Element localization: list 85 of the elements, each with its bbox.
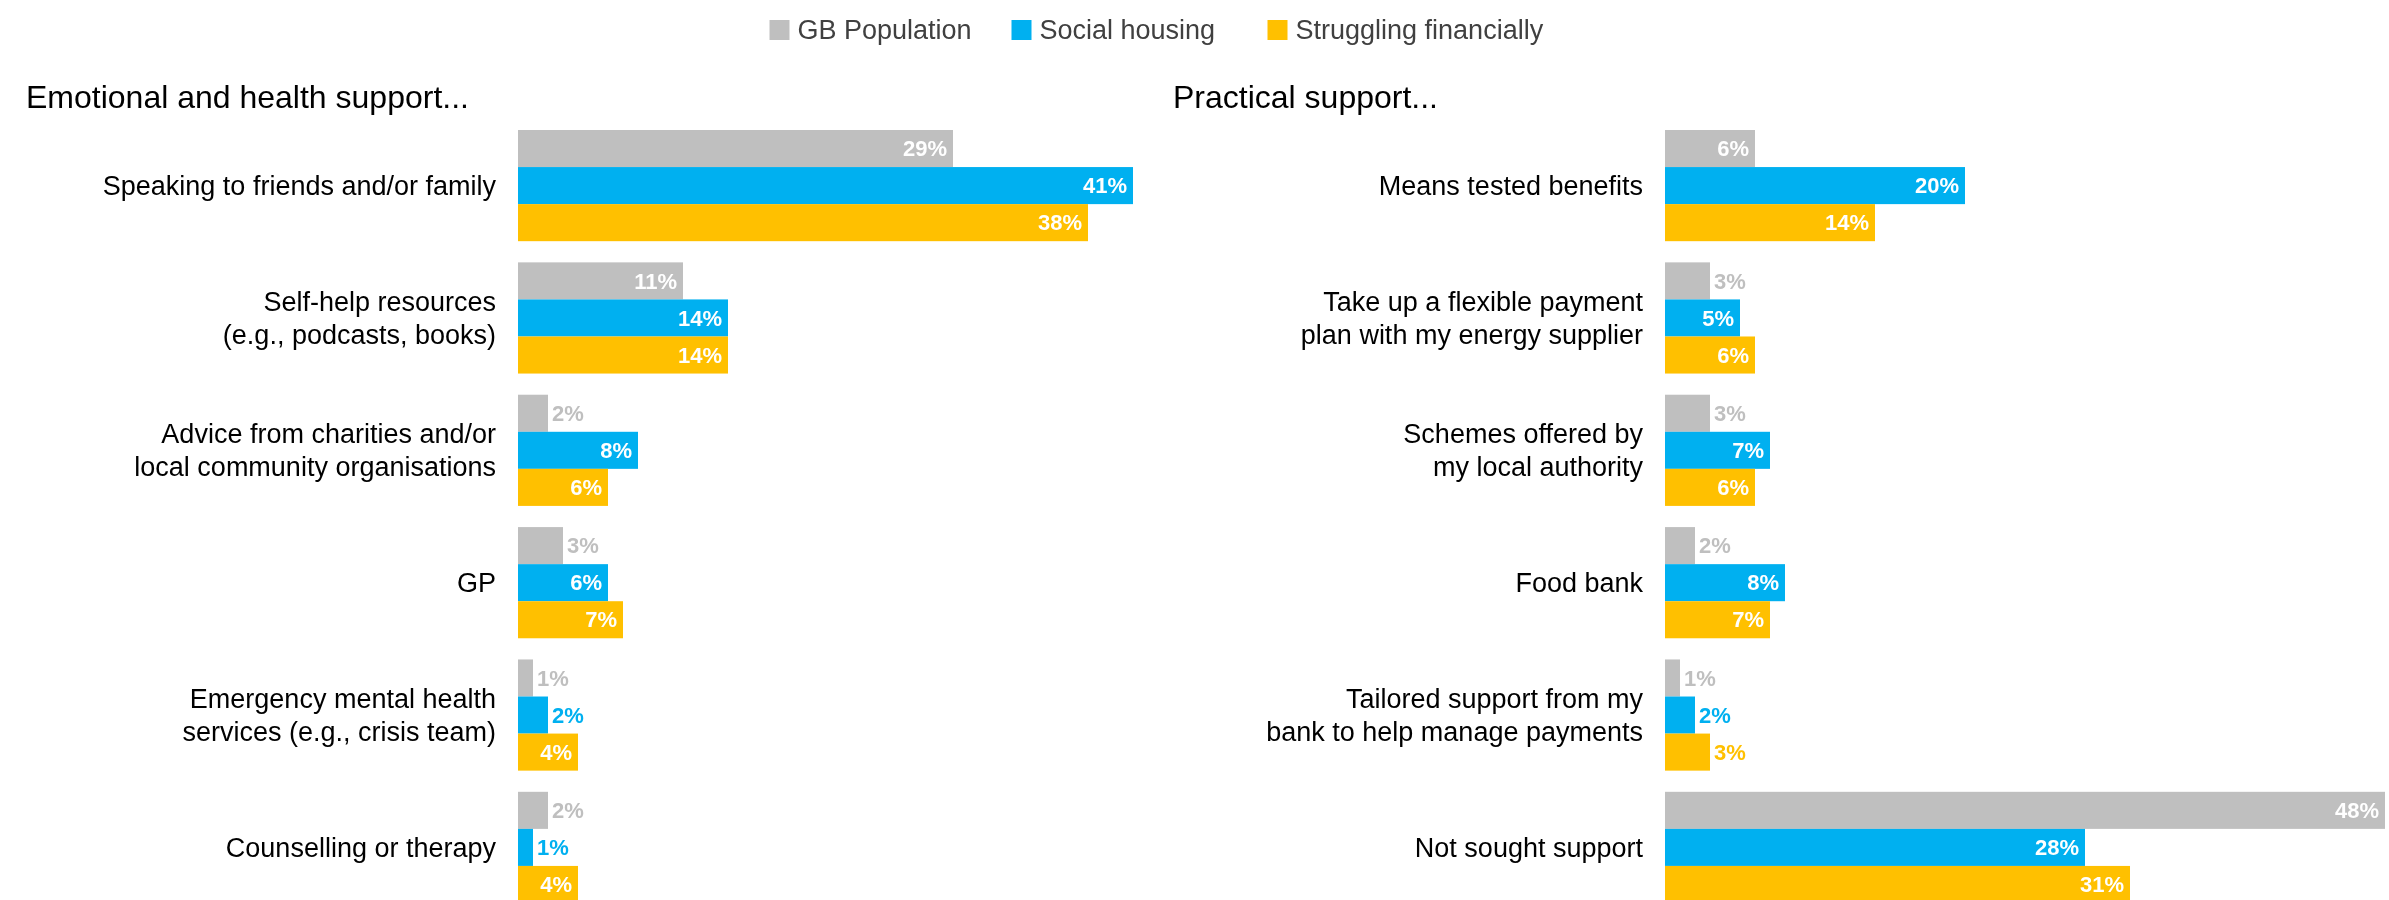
bar xyxy=(1665,262,1710,300)
data-label: 4% xyxy=(540,739,572,765)
bar xyxy=(1665,167,1965,205)
legend-label: Struggling financially xyxy=(1295,15,1544,46)
data-label: 2% xyxy=(1699,533,1731,559)
y-tick-label: GP xyxy=(456,568,496,599)
bar xyxy=(518,564,608,602)
data-label: 8% xyxy=(1747,570,1779,596)
data-label: 7% xyxy=(1732,438,1764,464)
data-label: 14% xyxy=(677,305,722,331)
bar xyxy=(1665,828,2085,866)
data-label: 1% xyxy=(537,665,569,691)
bar xyxy=(1665,527,1695,565)
bar xyxy=(518,130,953,168)
data-label: 11% xyxy=(634,268,677,294)
data-label: 2% xyxy=(552,702,584,728)
bar xyxy=(1665,601,1770,639)
bar xyxy=(518,299,728,337)
bar xyxy=(518,336,728,374)
bar xyxy=(1665,394,1710,432)
data-label: 1% xyxy=(537,835,569,861)
bar xyxy=(1665,336,1755,374)
bar xyxy=(1665,431,1770,469)
bar xyxy=(518,696,548,734)
y-tick-label: Means tested benefits xyxy=(1378,171,1643,202)
data-label: 3% xyxy=(1714,400,1746,426)
bar xyxy=(518,601,623,639)
data-label: 28% xyxy=(2034,835,2079,861)
bar xyxy=(1665,733,1710,771)
data-label: 6% xyxy=(570,475,602,501)
data-label: 5% xyxy=(1702,305,1734,331)
bar xyxy=(518,791,548,829)
data-label: 20% xyxy=(1914,173,1959,199)
bar xyxy=(518,204,1088,242)
data-label: 38% xyxy=(1037,210,1082,236)
data-label: 2% xyxy=(552,400,584,426)
y-tick-label: Food bank xyxy=(1515,568,1644,599)
bar xyxy=(1665,130,1755,168)
bar xyxy=(518,828,533,866)
data-label: 7% xyxy=(1732,607,1764,633)
data-label: 7% xyxy=(585,607,617,633)
bar xyxy=(518,431,638,469)
y-tick-label: Take up a flexible payment plan with my energy supplier xyxy=(1300,286,1644,350)
bar xyxy=(518,262,683,300)
bar xyxy=(518,527,563,565)
data-label: 48% xyxy=(2334,798,2379,824)
data-label: 6% xyxy=(570,570,602,596)
data-label: 8% xyxy=(600,438,632,464)
y-tick-label: Speaking to friends and/or family xyxy=(102,171,497,202)
data-label: 3% xyxy=(1714,739,1746,765)
y-tick-label: Counselling or therapy xyxy=(225,832,497,863)
data-label: 14% xyxy=(677,342,722,368)
bar xyxy=(518,659,533,697)
y-tick-label: Emergency mental health services (e.g., crisis team) xyxy=(182,683,496,747)
bar xyxy=(1665,564,1785,602)
data-label: 2% xyxy=(552,798,584,824)
text: Practical support... xyxy=(1173,79,1438,115)
y-tick-label: Tailored support from my bank to help manage payments xyxy=(1266,683,1644,747)
bar xyxy=(1665,659,1680,697)
bar xyxy=(518,468,608,506)
text: Emotional and health support... xyxy=(26,79,469,115)
data-label: 31% xyxy=(2079,872,2124,898)
data-label: 41% xyxy=(1082,173,1127,199)
bar xyxy=(518,167,1133,205)
bar xyxy=(1665,204,1875,242)
data-label: 3% xyxy=(567,533,599,559)
data-label: 6% xyxy=(1717,342,1749,368)
y-tick-label: Advice from charities and/or local community organisations xyxy=(134,419,497,483)
legend-label: Social housing xyxy=(1039,15,1216,46)
bar xyxy=(1665,468,1755,506)
data-label: 29% xyxy=(902,136,947,162)
bar xyxy=(518,394,548,432)
y-tick-label: Not sought support xyxy=(1414,832,1644,863)
bar xyxy=(1665,791,2385,829)
data-label: 2% xyxy=(1699,702,1731,728)
data-label: 1% xyxy=(1684,665,1716,691)
y-tick-label: Self-help resources (e.g., podcasts, books) xyxy=(222,286,496,350)
y-tick-label: Schemes offered by my local authority xyxy=(1403,419,1644,483)
data-label: 3% xyxy=(1714,268,1746,294)
bar xyxy=(1665,696,1695,734)
legend-label: GB Population xyxy=(797,15,972,46)
data-label: 14% xyxy=(1824,210,1869,236)
data-label: 6% xyxy=(1717,136,1749,162)
data-label: 6% xyxy=(1717,475,1749,501)
data-label: 4% xyxy=(540,872,572,898)
